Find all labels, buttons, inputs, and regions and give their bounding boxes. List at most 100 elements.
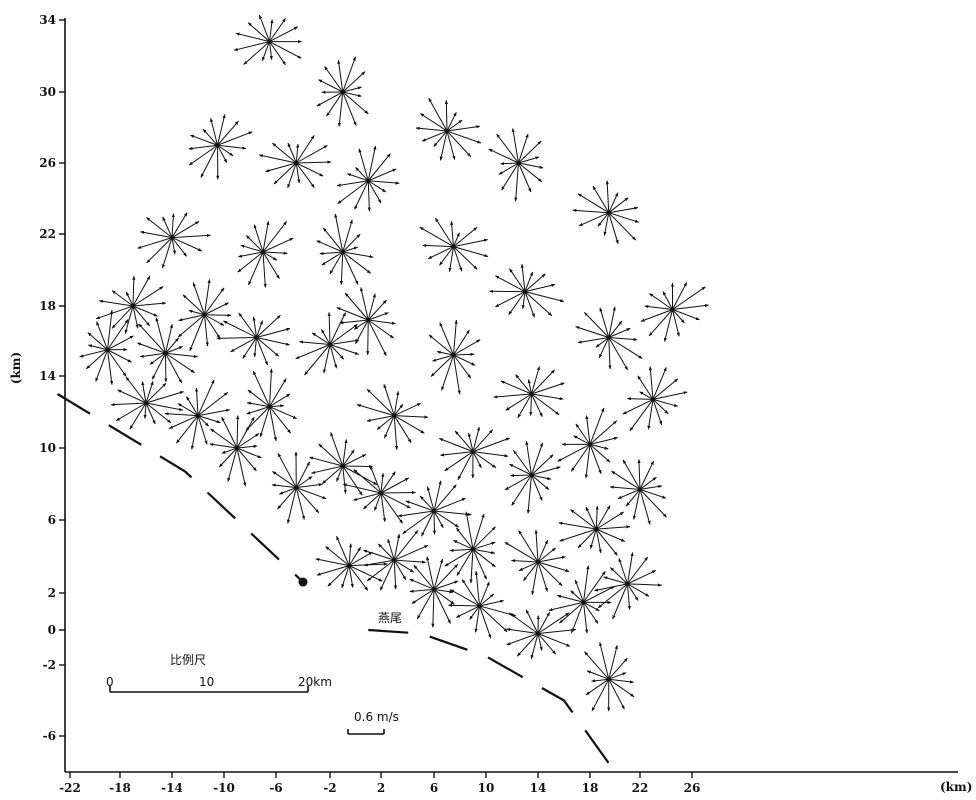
vector-arrow — [672, 309, 680, 337]
vector-arrow — [583, 601, 599, 624]
vector-arrow — [518, 156, 540, 164]
y-tick-label: 22 — [39, 227, 56, 241]
vector-arrow — [318, 443, 344, 467]
vector-arrow — [652, 391, 688, 400]
vector-arrow — [450, 220, 454, 247]
vector-arrow — [311, 332, 331, 345]
vector-arrow — [622, 459, 641, 490]
vector-arrow — [162, 237, 173, 269]
vector-arrow — [531, 466, 561, 476]
vector-arrow — [342, 439, 348, 467]
vector-arrow — [608, 678, 634, 684]
x-tick-label: 18 — [582, 781, 599, 795]
vector-arrow — [537, 561, 548, 592]
vector-arrow — [595, 505, 611, 530]
vector-arrow — [145, 402, 156, 425]
vector-arrow — [87, 344, 108, 351]
vector-arrow — [433, 563, 459, 590]
vector-arrow — [348, 565, 369, 591]
vector-arrow — [500, 380, 532, 395]
vector-arrow — [329, 339, 360, 345]
station — [177, 279, 232, 352]
station — [245, 368, 298, 442]
vector-arrow — [608, 657, 628, 680]
vector-arrow — [197, 408, 231, 417]
station — [336, 145, 400, 212]
station-center — [625, 582, 630, 586]
vector-arrow — [253, 224, 264, 253]
vector-arrow — [472, 526, 496, 550]
station — [640, 282, 709, 342]
vector-arrow — [95, 349, 108, 382]
vector-arrow — [272, 470, 297, 489]
station — [164, 379, 231, 450]
vector-arrow — [295, 162, 301, 184]
vector-arrow — [367, 145, 377, 181]
vector-arrow — [110, 402, 147, 407]
vector-arrow — [262, 220, 270, 253]
vector-arrow — [271, 483, 297, 489]
vector-arrow — [589, 436, 619, 445]
vector-arrow — [218, 447, 238, 468]
vector-arrow — [409, 588, 435, 593]
vector-arrow — [269, 406, 298, 420]
vector-arrow — [202, 128, 218, 146]
station — [558, 505, 631, 556]
vector-arrow — [421, 510, 435, 537]
vector-arrow — [509, 463, 532, 476]
vector-arrow — [639, 476, 657, 490]
x-tick-label: 2 — [377, 781, 385, 795]
vector-arrow — [256, 327, 291, 338]
vector-arrow — [495, 291, 526, 308]
station-vectors — [79, 14, 709, 712]
vector-arrow — [525, 440, 532, 476]
vector-arrow — [230, 337, 257, 353]
vector-arrow — [608, 337, 612, 370]
vector-arrow — [672, 309, 685, 324]
station — [409, 556, 459, 628]
vector-arrow — [570, 509, 597, 530]
vector-arrow — [500, 162, 519, 166]
vector-arrow — [339, 319, 369, 325]
y-tick-label: 10 — [39, 441, 56, 455]
station — [594, 552, 662, 620]
vector-arrow — [472, 451, 497, 469]
vector-arrow — [411, 588, 435, 605]
y-tick-label: -6 — [43, 729, 56, 743]
station — [233, 14, 302, 66]
vector-arrow — [433, 558, 444, 590]
vector-arrow — [584, 444, 591, 479]
vector-arrow — [221, 447, 238, 454]
vector-arrow — [394, 402, 422, 417]
station — [137, 317, 198, 384]
station — [316, 56, 369, 127]
vector-arrow — [472, 426, 480, 452]
vector-arrow — [444, 548, 474, 567]
station — [315, 535, 388, 591]
vector-arrow — [368, 180, 400, 185]
axes — [64, 18, 958, 773]
vector-arrow — [438, 438, 474, 453]
vector-arrow — [518, 561, 539, 572]
vector-arrow — [506, 628, 539, 634]
station-center — [523, 289, 527, 294]
vector-arrow — [583, 565, 590, 603]
vector-arrow — [472, 451, 509, 458]
vector-arrow — [342, 453, 367, 467]
vector-arrow — [531, 442, 544, 476]
vector-arrow — [269, 378, 287, 407]
vector-arrow — [453, 227, 478, 247]
vector-arrow — [393, 415, 399, 450]
vector-arrow — [171, 213, 175, 238]
vector-arrow — [363, 559, 395, 567]
vector-arrow — [236, 447, 257, 472]
vector-arrow — [132, 301, 167, 307]
vector-arrow — [252, 370, 270, 407]
vector-arrow — [595, 528, 618, 556]
vector-arrow — [433, 130, 448, 147]
station — [415, 97, 482, 161]
vector-arrow — [236, 415, 240, 449]
vector-arrow — [182, 294, 205, 316]
vector-arrow — [236, 444, 258, 449]
vector-arrow — [495, 275, 526, 293]
